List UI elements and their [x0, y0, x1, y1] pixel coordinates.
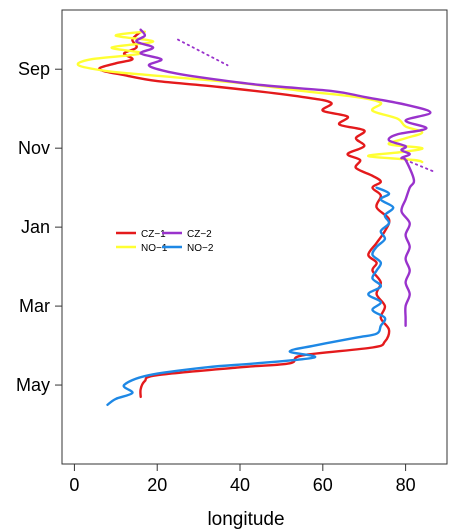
- x-tick-label: 0: [69, 475, 79, 495]
- series-line-cz-1: [98, 30, 391, 399]
- series-line-cz-2: [135, 28, 432, 327]
- series-gap-cz-2-1: [404, 159, 436, 173]
- legend: CZ−1 NO−1 CZ−2 NO−2: [116, 229, 214, 254]
- series-line-no-1: [76, 30, 424, 164]
- legend-label-cz-1: CZ−1: [141, 229, 166, 240]
- legend-label-no-2: NO−2: [187, 243, 214, 254]
- y-tick-label: May: [16, 375, 50, 395]
- x-tick-label: 20: [147, 475, 167, 495]
- x-tick-label: 40: [230, 475, 250, 495]
- y-tick-label: Nov: [18, 138, 50, 158]
- legend-label-cz-2: CZ−2: [187, 229, 212, 240]
- x-axis: 0 20 40 60 80: [69, 464, 416, 495]
- plot-frame: [61, 9, 448, 465]
- y-axis: Sep Nov Jan Mar May: [16, 59, 62, 395]
- series-gap-cz-2-0: [177, 38, 229, 67]
- y-tick-label: Sep: [18, 59, 50, 79]
- x-tick-label: 60: [313, 475, 333, 495]
- y-tick-label: Mar: [19, 296, 50, 316]
- legend-label-no-1: NO−1: [141, 243, 168, 254]
- x-axis-title: longitude: [207, 509, 284, 530]
- y-tick-label: Jan: [21, 217, 50, 237]
- series-line-no-2: [106, 186, 395, 406]
- x-tick-label: 80: [396, 475, 416, 495]
- series-layer: [76, 28, 436, 406]
